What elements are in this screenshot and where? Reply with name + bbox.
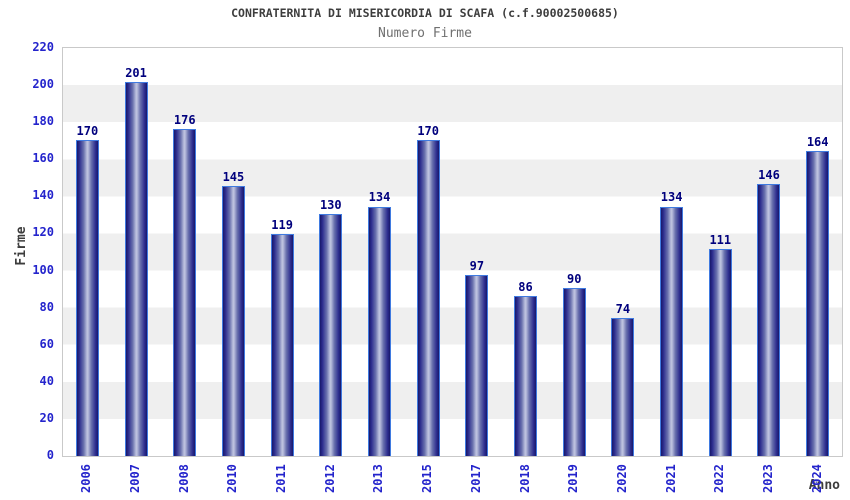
y-tick-label: 80 bbox=[39, 299, 54, 314]
y-tick-label: 20 bbox=[39, 410, 54, 425]
x-tick-label: 2006 bbox=[79, 464, 94, 493]
y-tick-label: 140 bbox=[32, 188, 54, 203]
bar bbox=[611, 317, 635, 456]
x-tick-label: 2008 bbox=[176, 464, 191, 493]
y-tick-label: 120 bbox=[32, 225, 54, 240]
x-tick-label: 2022 bbox=[712, 464, 727, 493]
bar bbox=[465, 275, 489, 456]
bar bbox=[173, 128, 197, 456]
x-tick-label: 2024 bbox=[809, 464, 824, 493]
chart-subtitle: Numero Firme bbox=[378, 26, 472, 41]
bar-value-label: 119 bbox=[271, 218, 293, 233]
bar bbox=[270, 234, 294, 456]
bar-value-label: 134 bbox=[660, 190, 683, 205]
bar-value-label: 201 bbox=[125, 66, 147, 81]
bar-value-label: 164 bbox=[806, 134, 829, 149]
bar-value-label: 170 bbox=[417, 123, 439, 138]
bar bbox=[660, 206, 684, 456]
x-axis-title: Anno bbox=[808, 478, 840, 493]
x-tick-label: 2023 bbox=[760, 464, 775, 493]
x-tick-label: 2018 bbox=[517, 464, 532, 493]
bar bbox=[221, 186, 245, 456]
x-tick-label: 2015 bbox=[420, 464, 435, 493]
x-tick-label: 2021 bbox=[663, 464, 678, 493]
bar bbox=[514, 295, 538, 456]
x-tick-label: 2020 bbox=[614, 464, 629, 493]
bar-value-label: 86 bbox=[518, 279, 533, 294]
y-tick-label: 180 bbox=[32, 114, 54, 129]
x-tick-label: 2010 bbox=[225, 464, 240, 493]
bar bbox=[367, 206, 391, 456]
y-tick-label: 200 bbox=[32, 77, 54, 92]
bar-value-label: 134 bbox=[368, 190, 391, 205]
plot-area: 170 201 176 145 119 130 134 170 97 86 90 74 134 111 14… bbox=[62, 47, 843, 457]
bar bbox=[562, 288, 586, 456]
bar bbox=[319, 213, 343, 456]
y-tick-label: 220 bbox=[32, 40, 54, 54]
x-tick-label: 2017 bbox=[468, 464, 483, 493]
y-tick-label: 100 bbox=[32, 262, 54, 277]
bar-value-label: 130 bbox=[319, 197, 342, 212]
bar bbox=[757, 184, 781, 456]
bar-value-label: 97 bbox=[469, 259, 485, 274]
x-tick-label: 2013 bbox=[371, 464, 386, 493]
bar bbox=[124, 82, 148, 456]
bar-value-label: 176 bbox=[173, 112, 196, 127]
bar bbox=[416, 139, 440, 456]
bar bbox=[708, 249, 732, 456]
bar bbox=[75, 139, 99, 456]
bar-value-label: 74 bbox=[615, 301, 631, 316]
bar bbox=[806, 150, 830, 456]
x-tick-label: 2011 bbox=[274, 464, 289, 493]
y-tick-label: 0 bbox=[46, 448, 54, 462]
bar-value-label: 170 bbox=[76, 123, 99, 138]
chart-title: CONFRATERNITA DI MISERICORDIA DI SCAFA (… bbox=[231, 6, 619, 20]
y-tick-label: 40 bbox=[39, 373, 54, 388]
y-tick-label: 160 bbox=[32, 151, 54, 166]
bar-value-label: 111 bbox=[709, 233, 732, 248]
x-tick-label: 2007 bbox=[128, 464, 143, 493]
bar-value-label: 90 bbox=[566, 272, 582, 287]
y-tick-label: 60 bbox=[39, 336, 54, 351]
x-tick-label: 2012 bbox=[322, 464, 337, 493]
bar-value-label: 146 bbox=[758, 168, 780, 183]
bar-value-label: 145 bbox=[222, 170, 245, 185]
x-tick-label: 2019 bbox=[566, 464, 581, 493]
